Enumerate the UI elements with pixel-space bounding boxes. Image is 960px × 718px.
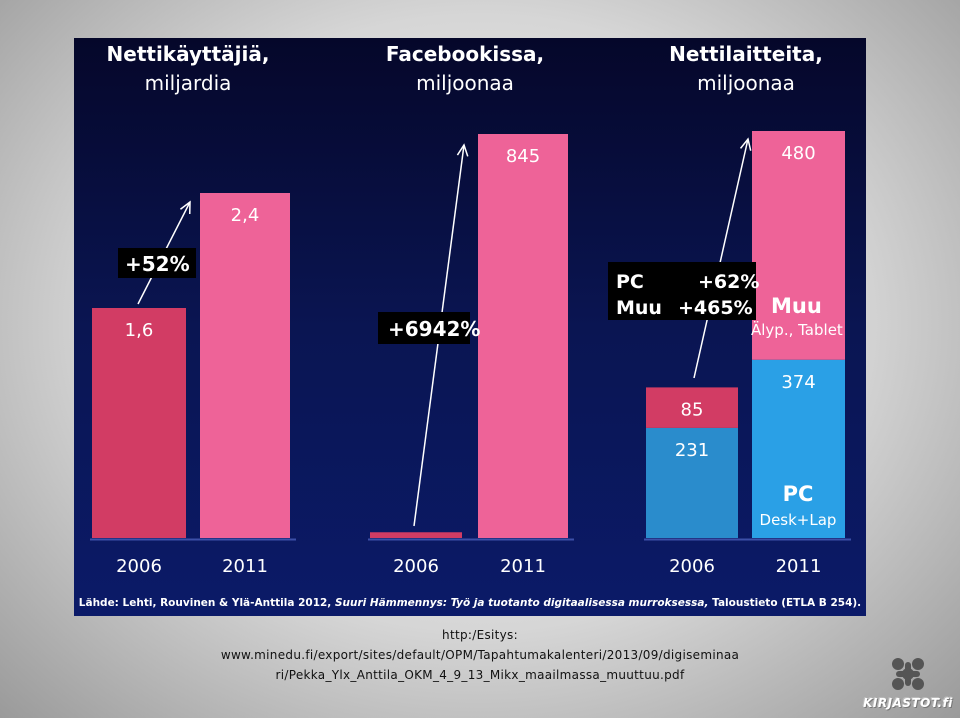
bar-3-2006-pc — [646, 427, 738, 538]
panel-title-3: Nettilaitteita, — [669, 42, 823, 66]
bar-3-2011-pc — [752, 131, 845, 360]
year-label-2006: 2006 — [393, 556, 439, 577]
source-citation: Lähde: Lehti, Rouvinen & Ylä-Anttila 201… — [74, 597, 866, 609]
source-label: Lähde: — [78, 597, 119, 609]
change-name-muu: Muu — [616, 297, 662, 319]
kirjastot-logo: KIRJASTOT.fi — [860, 650, 956, 716]
series-sublabel-muu: Älyp., Tablet — [751, 320, 843, 339]
value-label-1-2011: 2,4 — [231, 205, 260, 226]
change-box-3 — [608, 262, 756, 320]
change-box-2 — [378, 312, 470, 344]
chart-slide: 2006 2011 Nettikäyttäjiä, miljardia 2006 2011… — [74, 38, 866, 616]
year-label-2011: 2011 — [500, 556, 546, 577]
caption-line-3: ri/Pekka_Ylx_Anttila_OKM_4_9_13_Mikx_maa… — [275, 668, 685, 682]
change-label-pc: +62% — [698, 271, 759, 293]
growth-arrow-1-head — [179, 200, 191, 215]
value-label-3-2006-pc: 231 — [675, 440, 709, 461]
year-label-2006: 2006 — [669, 556, 715, 577]
caption-line-1: http:/Esitys: — [442, 628, 518, 642]
growth-arrow-2-head — [456, 143, 469, 157]
year-label-2011: 2011 — [776, 556, 822, 577]
change-label-muu: +465% — [678, 297, 753, 319]
growth-arrow-3-head — [739, 137, 752, 151]
chart-canvas: 2006 2011 Nettikäyttäjiä, miljardia 2006 2011… — [90, 42, 851, 577]
source-authors: Lehti, Rouvinen & Ylä-Anttila 2012, — [122, 597, 335, 609]
value-label-3-2011-pc: 480 — [781, 143, 815, 164]
panel-subtitle-1: miljardia — [145, 71, 232, 95]
panel-subtitle-3: miljoonaa — [697, 71, 795, 95]
caption-line-2: www.minedu.fi/export/sites/default/OPM/T… — [220, 648, 740, 662]
series-label-pc: PC — [783, 482, 814, 506]
year-label-2011: 2011 — [222, 556, 268, 577]
change-box-1 — [118, 248, 196, 278]
value-label-3-2006-muu: 85 — [681, 399, 704, 420]
change-name-pc: PC — [616, 271, 644, 293]
change-label-1: +52% — [125, 252, 190, 276]
bar-3-2006-muu — [646, 387, 738, 428]
bar-2-2011 — [478, 134, 568, 538]
year-label-2006: 2006 — [116, 556, 162, 577]
value-label-2-2011: 845 — [506, 146, 540, 167]
series-sublabel-pc: Desk+Lap — [760, 511, 837, 529]
bar-3-2011-muu — [752, 359, 845, 538]
value-label-3-2011-muu: 374 — [781, 372, 815, 393]
change-label-2: +6942% — [388, 317, 480, 341]
panel-title-1: Nettikäyttäjiä, — [107, 42, 270, 66]
panel-subtitle-2: miljoonaa — [416, 71, 514, 95]
bar-1-2006 — [92, 308, 186, 538]
bar-1-2011 — [200, 193, 290, 538]
source-work: Suuri Hämmennys: Työ ja tuotanto digitaa… — [334, 597, 709, 609]
logo-mark-icon — [892, 658, 924, 690]
panel-title-2: Facebookissa, — [386, 42, 544, 66]
series-label-muu: Muu — [771, 294, 822, 318]
source-series: (ETLA B 254). — [781, 597, 862, 609]
logo-text: KIRJASTOT.fi — [863, 696, 953, 710]
source-publisher: Taloustieto — [708, 597, 778, 609]
growth-arrow-3 — [693, 138, 749, 379]
value-label-1-2006: 1,6 — [125, 320, 154, 341]
bar-2-2006 — [370, 532, 462, 538]
